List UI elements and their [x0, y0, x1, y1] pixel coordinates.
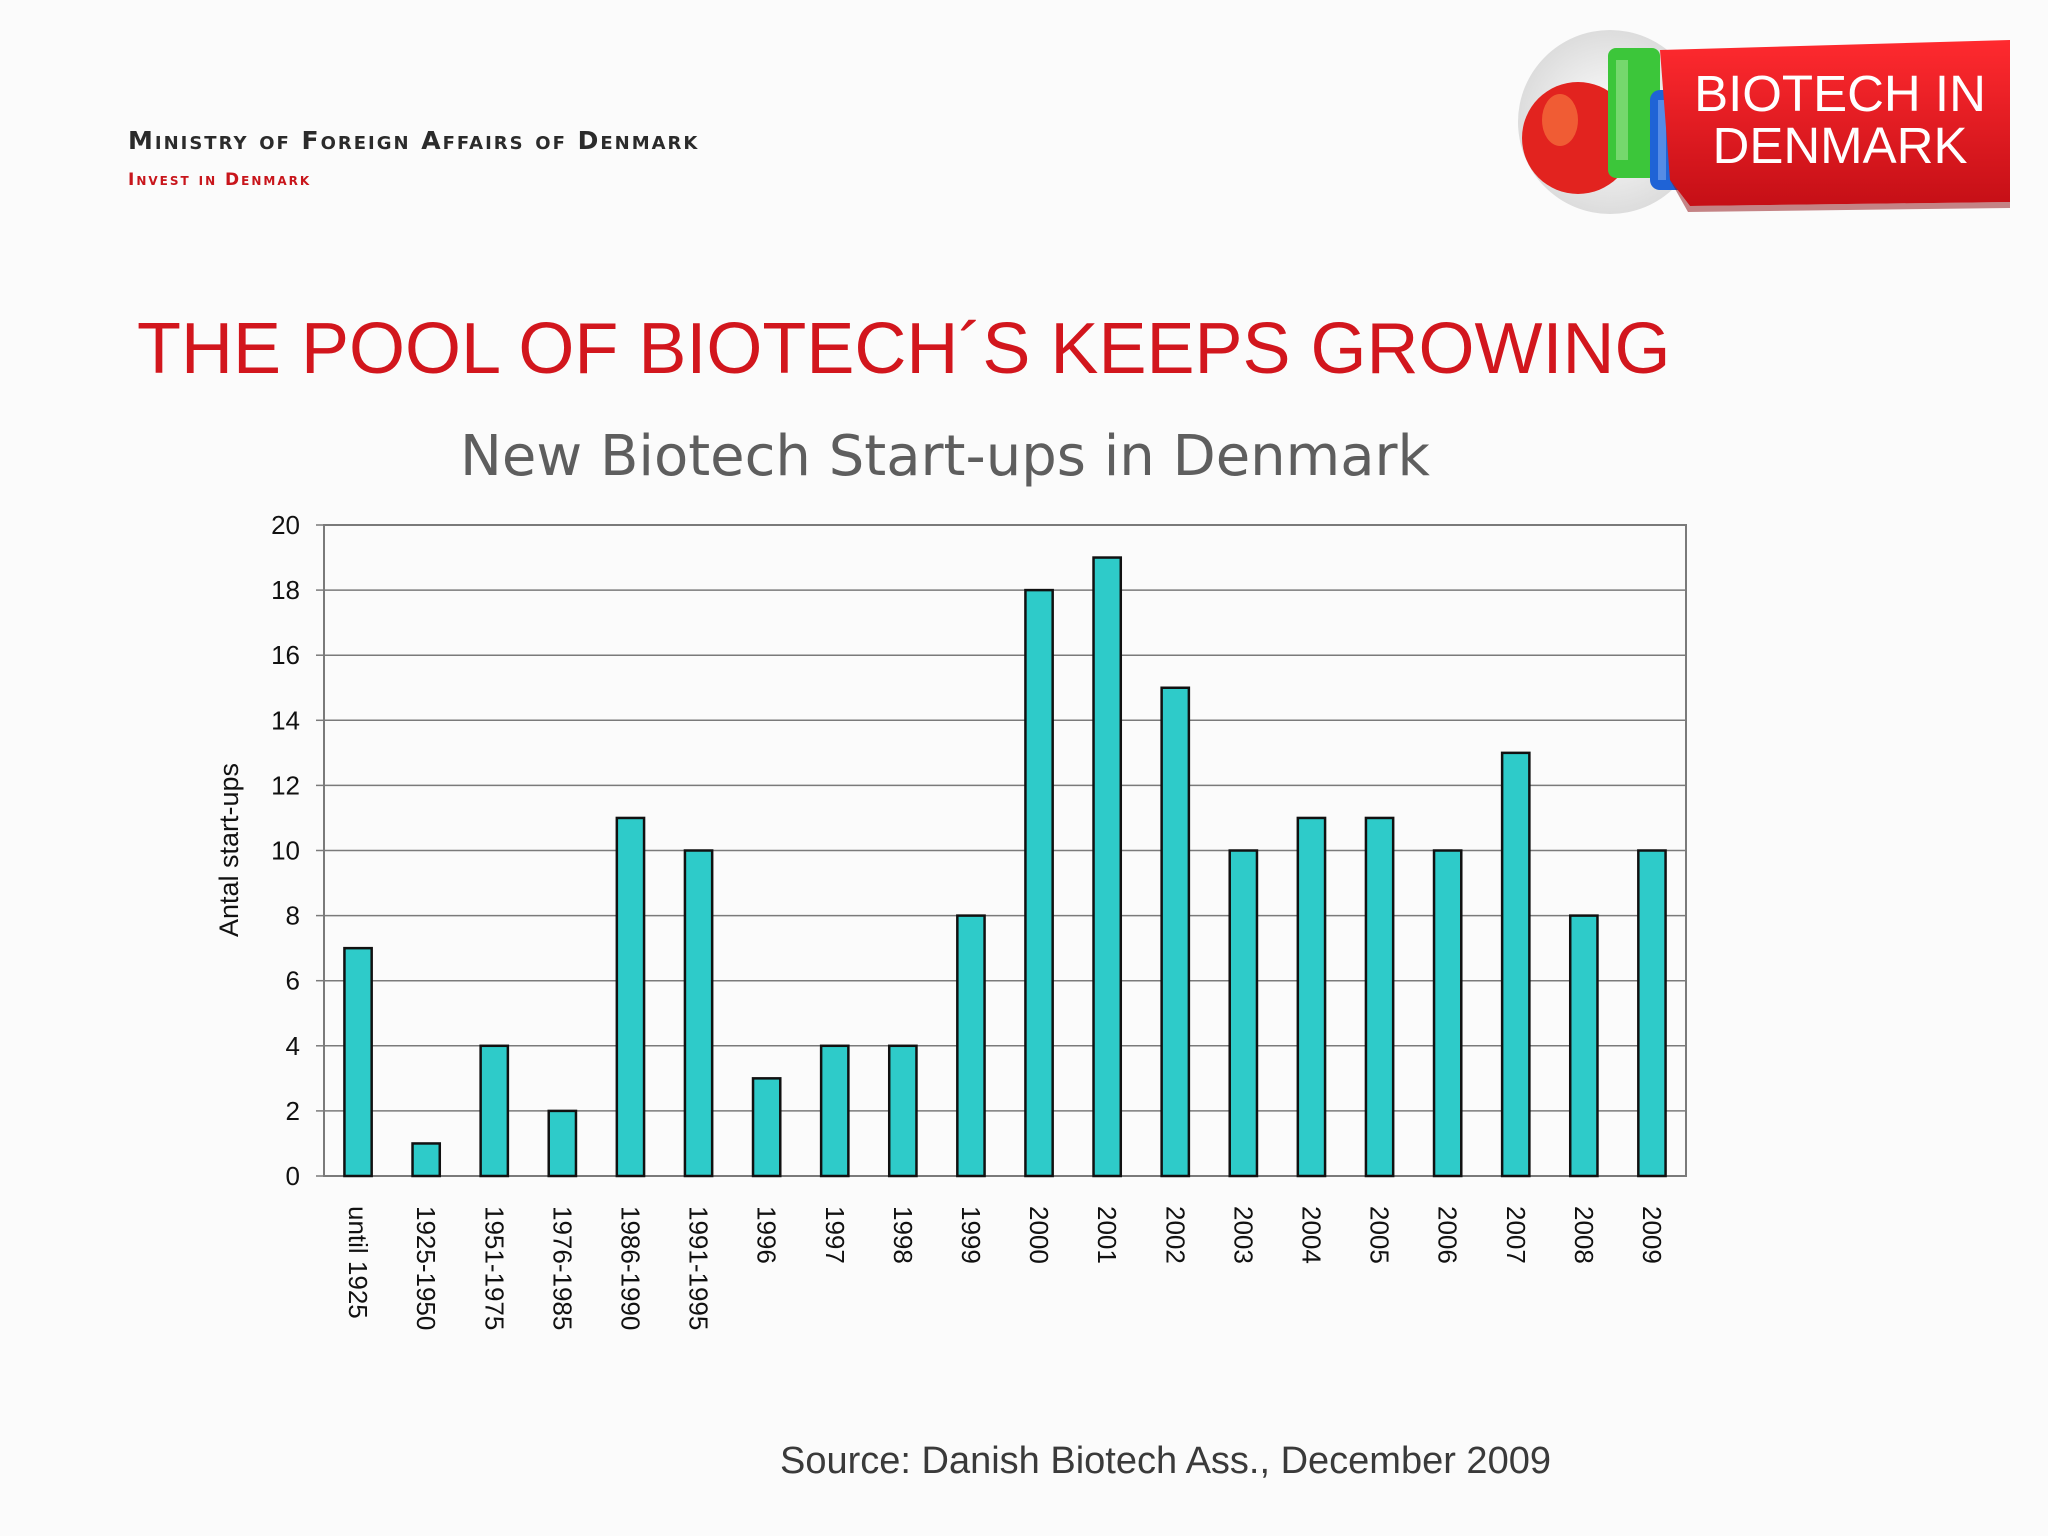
grid-lines — [324, 589, 1686, 1112]
x-tick-labels: until 1925 1925-1950 1951-1975 1976-1985 198… — [343, 1206, 1667, 1330]
y-tick-label: 0 — [286, 1161, 300, 1191]
x-tick-label: 1998 — [888, 1206, 918, 1264]
x-tick-label: 1997 — [820, 1206, 850, 1264]
y-tick-label: 2 — [286, 1096, 300, 1126]
bar-2004 — [1296, 816, 1327, 1178]
y-tick-label: 14 — [271, 705, 300, 735]
badge-background — [1660, 40, 2010, 206]
bar-until-1925 — [343, 946, 373, 1178]
bar-1986-1990 — [615, 816, 646, 1178]
bar-2000 — [1024, 588, 1054, 1178]
x-tick-label: 1951-1975 — [479, 1206, 509, 1330]
y-tick-label: 4 — [286, 1031, 300, 1061]
badge-line-1: BIOTECH IN — [1694, 65, 1986, 122]
x-tick-label: 1996 — [752, 1206, 782, 1264]
chart-title: New Biotech Start-ups in Denmark — [460, 424, 1430, 489]
bar-1996 — [751, 1077, 782, 1178]
bar-1951-1975 — [479, 1044, 510, 1178]
bar-2003 — [1228, 849, 1259, 1178]
bar-1998 — [887, 1044, 918, 1178]
bar-1925-1950 — [411, 1142, 442, 1178]
x-tick-label: 2000 — [1024, 1206, 1054, 1264]
y-tick-label: 12 — [271, 770, 300, 800]
bar-2009 — [1637, 849, 1667, 1178]
slide-title: THE POOL OF BIOTECH´S KEEPS GROWING — [137, 309, 1671, 389]
bars — [343, 556, 1667, 1178]
invest-in-denmark-subtitle: Invest in Denmark — [128, 170, 312, 190]
bar-1999 — [956, 914, 986, 1178]
y-tick-label: 16 — [271, 640, 300, 670]
bar-2005 — [1364, 816, 1395, 1178]
x-tick-label: 1976-1985 — [547, 1206, 577, 1330]
biotech-in-denmark-logo — [1518, 30, 2010, 214]
x-tick-label: 1999 — [956, 1206, 986, 1264]
y-tick-label: 20 — [271, 510, 300, 540]
bar-2007 — [1500, 751, 1531, 1178]
x-tick-label: 2004 — [1296, 1206, 1326, 1264]
x-tick-label: 2007 — [1501, 1206, 1531, 1264]
bar-1997 — [819, 1044, 850, 1178]
y-tick-label: 6 — [286, 966, 300, 996]
y-tick-labels: 0 2 4 6 8 10 12 14 16 18 20 — [271, 510, 324, 1191]
x-tick-label: 2008 — [1569, 1206, 1599, 1264]
x-tick-label: 1986-1990 — [615, 1206, 645, 1330]
bar-1976-1985 — [547, 1109, 578, 1178]
y-tick-label: 10 — [271, 836, 300, 866]
badge-line-2: DENMARK — [1712, 117, 1968, 174]
bar-2002 — [1160, 686, 1191, 1178]
x-tick-label: 2005 — [1365, 1206, 1395, 1264]
x-tick-label: 2006 — [1433, 1206, 1463, 1264]
x-tick-label: 2009 — [1637, 1206, 1667, 1264]
bar-2006 — [1432, 849, 1463, 1178]
bar-2001 — [1092, 556, 1123, 1178]
y-tick-label: 18 — [271, 575, 300, 605]
bar-1991-1995 — [683, 849, 714, 1178]
x-tick-label: 1991-1995 — [684, 1206, 714, 1330]
y-tick-label: 8 — [286, 901, 300, 931]
x-tick-label: 2003 — [1228, 1206, 1258, 1264]
biotech-badge-label: BIOTECH IN DENMARK — [1660, 68, 2020, 172]
x-tick-label: 1925-1950 — [411, 1206, 441, 1330]
ministry-name: Ministry of Foreign Affairs of Denmark — [128, 126, 700, 155]
y-axis-label: Antal start-ups — [214, 763, 244, 937]
source-note: Source: Danish Biotech Ass., December 20… — [780, 1440, 1551, 1482]
x-tick-label: 2002 — [1160, 1206, 1190, 1264]
x-tick-label: until 1925 — [343, 1206, 373, 1319]
x-tick-label: 2001 — [1092, 1206, 1122, 1264]
bar-2008 — [1568, 914, 1599, 1178]
